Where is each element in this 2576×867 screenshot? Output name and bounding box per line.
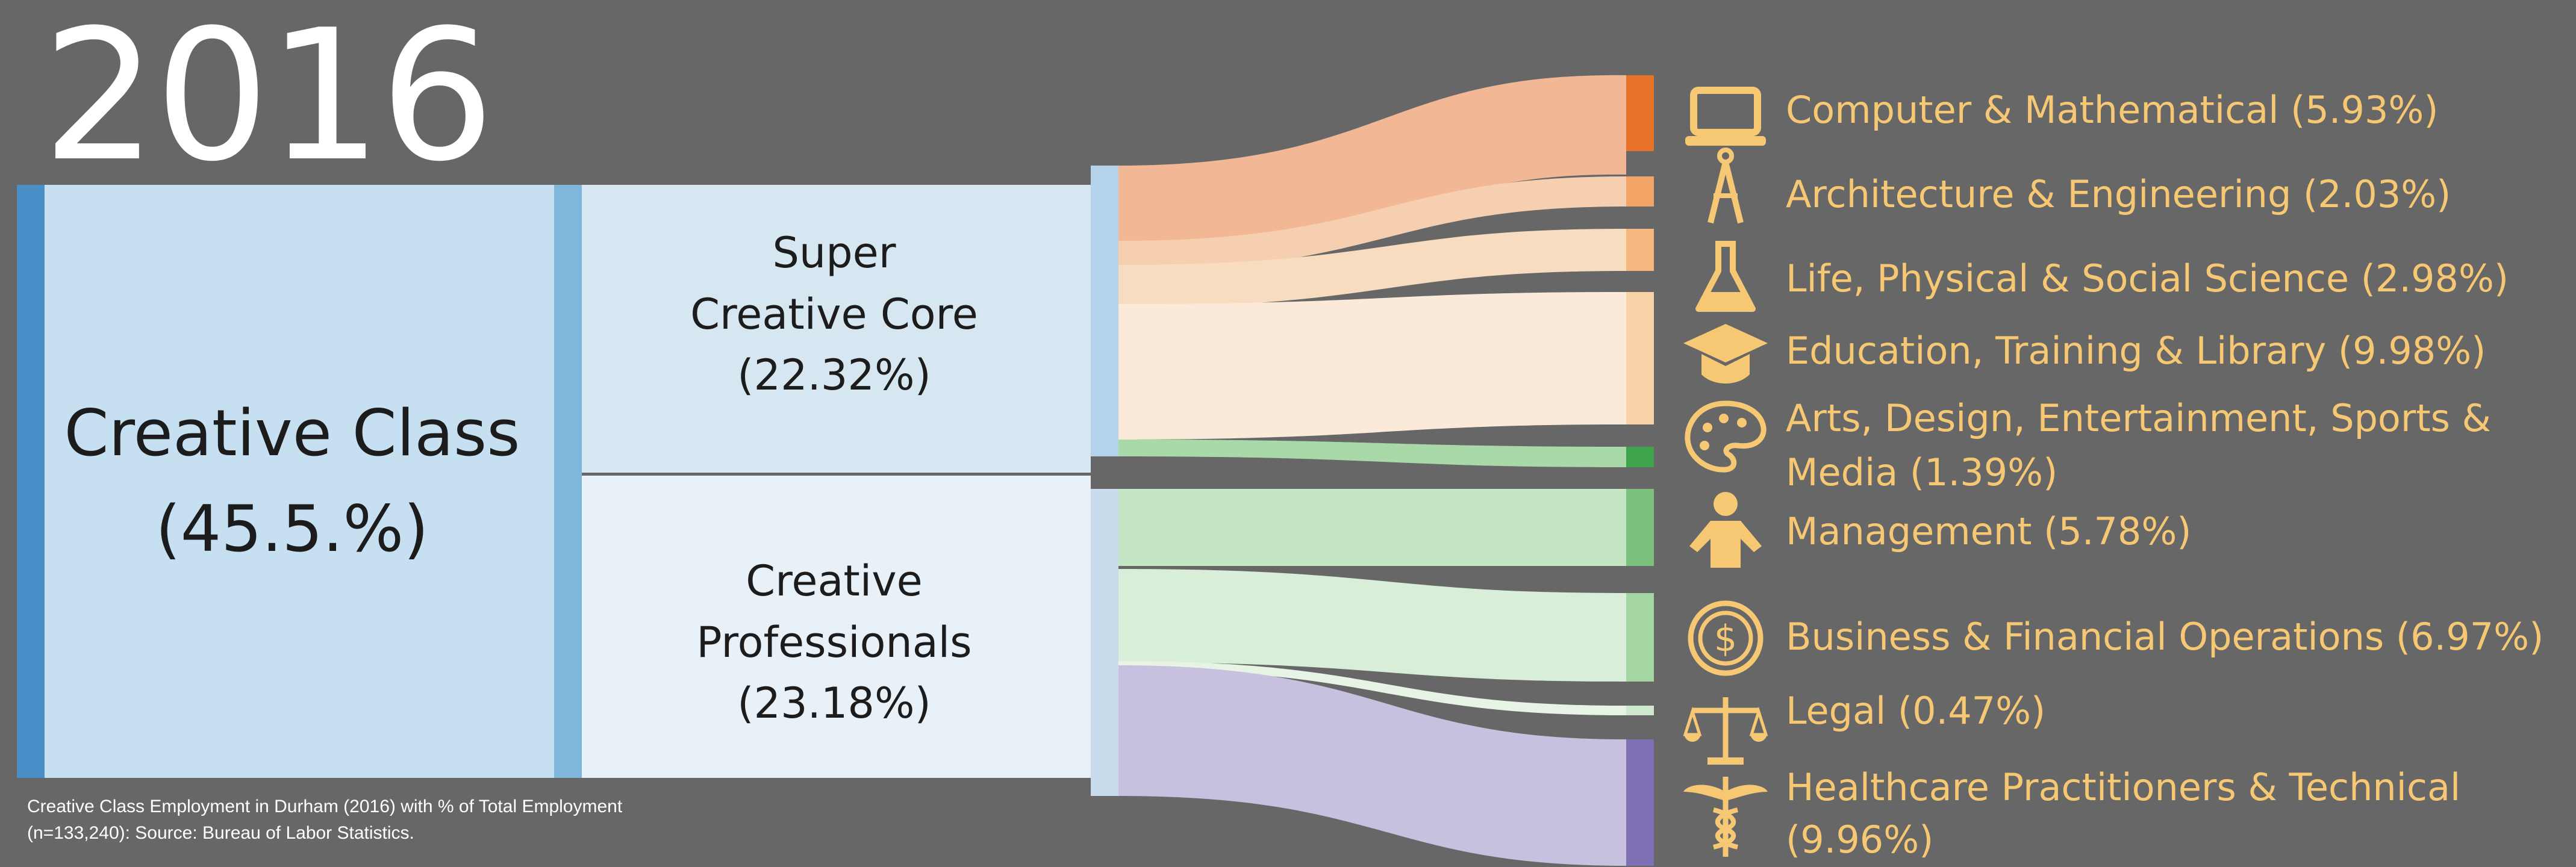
super-creative-core-bar: [1091, 166, 1118, 456]
bar-healthcare: [1626, 739, 1654, 866]
creative-professionals-bar: [1091, 489, 1118, 796]
super-creative-core-title-line2: Creative Core: [581, 284, 1087, 346]
scales-icon: [1680, 692, 1771, 771]
year-title: 2016: [42, 6, 492, 187]
flask-icon: [1680, 238, 1771, 316]
creative-professionals-value: (23.18%): [581, 673, 1087, 735]
legend-label-line2: Media (1.39%): [1786, 446, 2491, 500]
bar-life-science: [1626, 229, 1654, 271]
flow-healthcare: [1118, 665, 1626, 866]
legend-label-line1: Healthcare Practitioners & Technical: [1786, 762, 2460, 814]
bar-legal: [1626, 706, 1654, 715]
legend-label: Legal (0.47%): [1786, 685, 2045, 738]
svg-text:$: $: [1714, 618, 1737, 660]
footnote: Creative Class Employment in Durham (201…: [27, 794, 858, 846]
flow-management: [1118, 489, 1626, 566]
creative-professionals-label: Creative Professionals (23.18%): [581, 551, 1087, 735]
bar-architecture: [1626, 176, 1654, 207]
flow-education: [1118, 292, 1626, 440]
palette-icon: [1680, 397, 1771, 476]
flow-arts: [1118, 440, 1626, 467]
caduceus-icon: [1680, 774, 1771, 858]
compass-icon: [1680, 148, 1771, 226]
footnote-line1: Creative Class Employment in Durham (201…: [27, 794, 858, 820]
super-creative-core-title-line1: Super: [581, 223, 1087, 284]
bar-education: [1626, 292, 1654, 424]
footnote-line2: (n=133,240): Source: Bureau of Labor Sta…: [27, 820, 858, 847]
creative-professionals-title-line2: Professionals: [581, 612, 1087, 674]
creative-class-label: Creative Class (45.5.%): [18, 385, 566, 577]
laptop-icon: [1680, 78, 1771, 157]
legend-label: Education, Training & Library (9.98%): [1786, 325, 2486, 378]
legend-label: Architecture & Engineering (2.03%): [1786, 169, 2451, 221]
legend-label: Business & Financial Operations (6.97%): [1786, 611, 2543, 663]
bar-arts: [1626, 447, 1654, 467]
super-creative-core-label: Super Creative Core (22.32%): [581, 223, 1087, 406]
creative-class-title: Creative Class: [18, 385, 566, 481]
bar-computer-math: [1626, 75, 1654, 151]
creative-class-value: (45.5.%): [18, 481, 566, 577]
creative-professionals-title-line1: Creative: [581, 551, 1087, 612]
graduation-cap-icon: [1680, 313, 1771, 391]
legend-label-line2: (9.96%): [1786, 814, 2460, 866]
super-creative-core-value: (22.32%): [581, 345, 1087, 406]
legend-label-line1: Arts, Design, Entertainment, Sports &: [1786, 391, 2491, 446]
legend-label: Arts, Design, Entertainment, Sports & Me…: [1786, 391, 2491, 500]
dollar-coin-icon: $: [1680, 599, 1771, 677]
legend-label: Management (5.78%): [1786, 506, 2191, 558]
person-icon: [1680, 491, 1771, 569]
legend-label: Healthcare Practitioners & Technical (9.…: [1786, 762, 2460, 866]
legend-label: Computer & Mathematical (5.93%): [1786, 84, 2439, 137]
legend-label: Life, Physical & Social Science (2.98%): [1786, 253, 2509, 305]
bar-business: [1626, 593, 1654, 682]
bar-management: [1626, 489, 1654, 566]
